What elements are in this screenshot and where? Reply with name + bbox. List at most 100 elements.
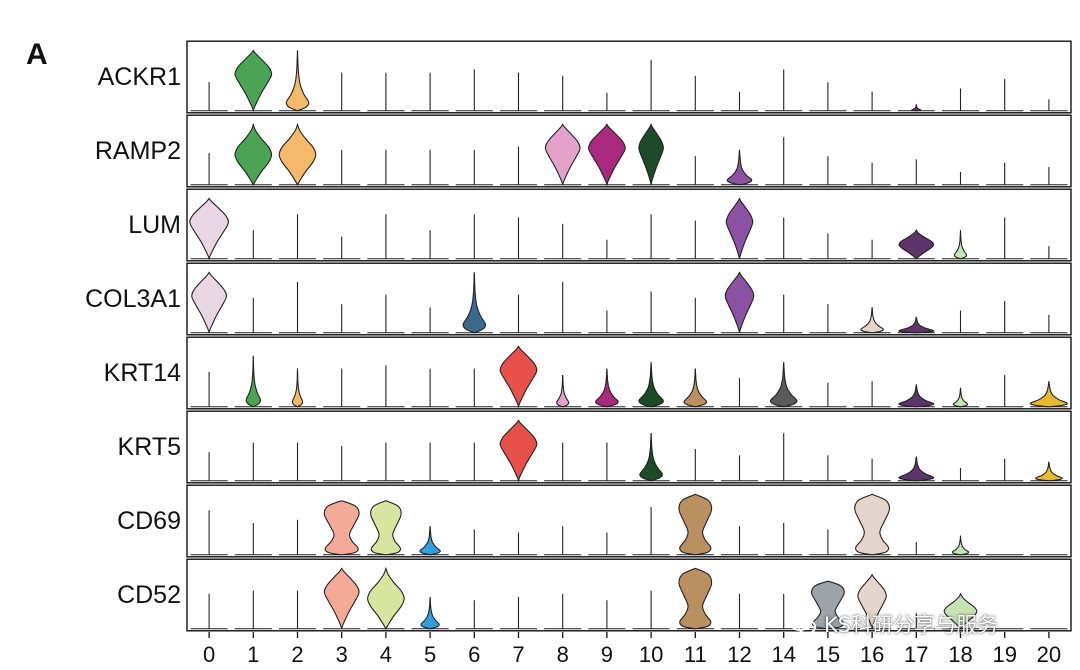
gene-rows: ACKR1 RAMP2 LUM COL3A1 KRT14 KRT5 CD69 CD52 bbox=[85, 40, 1072, 632]
violin-ackr1-cluster-16 bbox=[853, 91, 891, 112]
violin-krt5-cluster-5 bbox=[411, 442, 449, 482]
violin-ackr1-cluster-5 bbox=[411, 72, 449, 112]
violin-cd52-cluster-11 bbox=[676, 567, 714, 630]
x-tick-label: 1 bbox=[247, 642, 259, 667]
violin-krt14-cluster-0 bbox=[190, 371, 228, 408]
violin-krt5-cluster-12 bbox=[720, 455, 759, 482]
violin-ramp2-cluster-11 bbox=[676, 156, 714, 186]
violin-cd52-cluster-12 bbox=[720, 593, 759, 630]
x-tick-label: 4 bbox=[380, 642, 392, 667]
violin-lum-cluster-6 bbox=[455, 214, 493, 260]
violin-ramp2-cluster-14 bbox=[765, 137, 803, 186]
row-frame bbox=[186, 262, 1072, 336]
gene-row-cd69: CD69 bbox=[117, 484, 1072, 558]
violin-krt5-cluster-14 bbox=[765, 433, 803, 482]
violin-col3a1-cluster-6 bbox=[455, 272, 493, 334]
violin-col3a1-cluster-16 bbox=[853, 307, 891, 334]
gene-label: ACKR1 bbox=[98, 63, 181, 91]
violin-krt5-cluster-6 bbox=[455, 442, 493, 482]
violin-cd69-cluster-17 bbox=[897, 542, 935, 556]
row-frame bbox=[186, 558, 1072, 632]
gene-label: CD69 bbox=[117, 507, 181, 535]
violin-krt5-cluster-2 bbox=[278, 442, 317, 482]
violin-cd52-cluster-0 bbox=[190, 593, 228, 630]
violin-krt5-cluster-10 bbox=[632, 433, 670, 482]
violin-ramp2-cluster-12 bbox=[720, 149, 759, 186]
violin-ramp2-cluster-3 bbox=[323, 149, 361, 186]
gene-row-cd52: CD52 bbox=[117, 558, 1072, 632]
violin-krt5-cluster-17 bbox=[897, 456, 935, 482]
violin-krt14-cluster-4 bbox=[367, 365, 405, 408]
violin-krt14-cluster-20 bbox=[1029, 381, 1068, 408]
violin-krt5-cluster-11 bbox=[676, 449, 714, 482]
violin-krt14-cluster-8 bbox=[544, 374, 582, 408]
violin-ramp2-cluster-20 bbox=[1030, 166, 1068, 186]
violin-lum-cluster-20 bbox=[1030, 246, 1068, 260]
violin-krt14-cluster-15 bbox=[809, 382, 847, 408]
violin-cd52-cluster-5 bbox=[411, 596, 449, 630]
gene-label: LUM bbox=[128, 211, 181, 239]
violin-ramp2-cluster-2 bbox=[278, 122, 317, 186]
violin-cd52-cluster-1 bbox=[234, 590, 272, 630]
violin-ackr1-cluster-18 bbox=[941, 88, 980, 112]
violin-col3a1-cluster-2 bbox=[278, 281, 317, 334]
x-tick-label: 5 bbox=[424, 642, 436, 667]
violin-cd69-cluster-2 bbox=[278, 519, 317, 556]
violin-cd69-cluster-7 bbox=[499, 532, 538, 556]
violin-col3a1-cluster-4 bbox=[367, 294, 405, 334]
violin-lum-cluster-11 bbox=[676, 220, 714, 260]
violin-krt14-cluster-5 bbox=[411, 368, 449, 408]
violin-col3a1-cluster-17 bbox=[897, 316, 935, 334]
violin-cd69-cluster-9 bbox=[588, 532, 626, 556]
violin-col3a1-cluster-8 bbox=[544, 281, 582, 334]
violin-cd69-cluster-3 bbox=[323, 500, 361, 556]
violin-krt14-cluster-14 bbox=[765, 362, 803, 408]
violin-lum-cluster-7 bbox=[499, 217, 538, 260]
violin-lum-cluster-12 bbox=[720, 197, 759, 260]
violin-col3a1-cluster-10 bbox=[632, 291, 670, 334]
x-axis: 0 1 2 3 4 5 6 7 8 9 10 11 12 14 15 16 17 18 19 20 bbox=[203, 632, 1061, 667]
violin-col3a1-cluster-0 bbox=[190, 271, 228, 334]
violin-col3a1-cluster-19 bbox=[986, 301, 1024, 334]
violin-cd69-cluster-6 bbox=[455, 529, 493, 556]
violin-ackr1-cluster-7 bbox=[499, 72, 538, 112]
row-frame bbox=[186, 114, 1072, 188]
violin-krt5-cluster-0 bbox=[190, 452, 228, 482]
violin-cd52-cluster-15 bbox=[809, 580, 847, 630]
violin-krt14-cluster-16 bbox=[853, 381, 891, 408]
violin-krt14-cluster-2 bbox=[278, 368, 317, 408]
violin-ackr1-cluster-9 bbox=[588, 92, 626, 112]
x-tick-label: 6 bbox=[468, 642, 480, 667]
violin-col3a1-cluster-1 bbox=[234, 297, 272, 334]
violin-cd52-cluster-4 bbox=[367, 566, 405, 630]
violin-lum-cluster-14 bbox=[765, 217, 803, 260]
violin-lum-cluster-19 bbox=[986, 217, 1024, 260]
violin-krt14-cluster-12 bbox=[720, 378, 759, 408]
watermark: KS科研分享与服务 bbox=[788, 606, 998, 642]
x-tick-label: 11 bbox=[684, 642, 707, 667]
violin-krt5-cluster-8 bbox=[544, 442, 582, 482]
violin-ackr1-cluster-11 bbox=[676, 75, 714, 112]
violin-krt5-cluster-1 bbox=[234, 442, 272, 482]
x-tick-label: 18 bbox=[948, 642, 972, 667]
violin-cd69-cluster-11 bbox=[676, 493, 714, 556]
violin-col3a1-cluster-3 bbox=[323, 304, 361, 334]
violin-lum-cluster-5 bbox=[411, 230, 449, 260]
violin-cd52-cluster-2 bbox=[278, 590, 317, 630]
violin-cd69-cluster-0 bbox=[190, 510, 228, 556]
violin-col3a1-cluster-14 bbox=[765, 294, 803, 334]
violin-ackr1-cluster-14 bbox=[765, 69, 803, 112]
violin-ramp2-cluster-7 bbox=[499, 146, 538, 186]
x-tick-label: 8 bbox=[557, 642, 569, 667]
violin-cd52-cluster-17 bbox=[897, 612, 935, 630]
violin-ramp2-cluster-4 bbox=[367, 149, 405, 186]
violin-ramp2-cluster-0 bbox=[190, 153, 228, 186]
violin-cd52-cluster-8 bbox=[544, 593, 582, 630]
violin-lum-cluster-18 bbox=[941, 230, 980, 260]
violin-krt5-cluster-20 bbox=[1030, 461, 1068, 482]
violin-krt14-cluster-6 bbox=[455, 368, 493, 408]
violin-krt5-cluster-3 bbox=[323, 445, 361, 482]
violin-ackr1-cluster-1 bbox=[234, 49, 273, 113]
violin-cd69-cluster-10 bbox=[632, 507, 670, 556]
violin-krt14-cluster-1 bbox=[234, 355, 272, 408]
